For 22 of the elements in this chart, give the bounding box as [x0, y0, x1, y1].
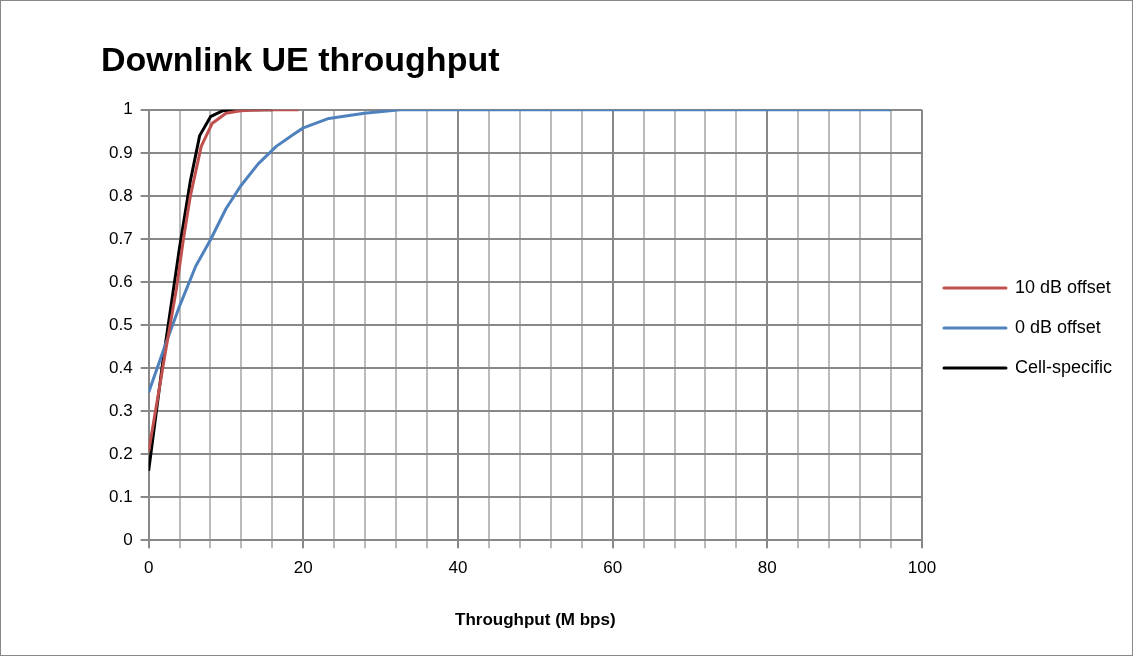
- y-tick-label: 0.2: [108, 443, 133, 463]
- y-tick-label: 0.8: [108, 185, 133, 205]
- y-tick-label: 0.5: [108, 314, 133, 334]
- x-axis-title: Throughput (M bps): [455, 610, 616, 630]
- x-tick-label: 20: [293, 558, 313, 578]
- legend-label: 10 dB offset: [1014, 276, 1111, 297]
- legend-label: Cell-specific: [1014, 356, 1113, 377]
- y-tick-label: 0.7: [108, 228, 133, 248]
- x-tick-label: 60: [603, 558, 623, 578]
- y-tick-label: 0.1: [108, 486, 133, 506]
- x-tick-label: 80: [757, 558, 777, 578]
- y-tick-label: 1: [123, 99, 133, 119]
- x-tick-label: 40: [448, 558, 468, 578]
- chart-title: Downlink UE throughput: [101, 39, 500, 78]
- y-tick-label: 0.4: [108, 357, 133, 377]
- legend-label: 0 dB offset: [1014, 316, 1101, 337]
- y-tick-label: 0: [123, 529, 133, 549]
- y-tick-label: 0.9: [108, 142, 133, 162]
- y-tick-label: 0.3: [108, 400, 133, 420]
- x-tick-label: 100: [907, 558, 937, 578]
- y-tick-label: 0.6: [108, 271, 133, 291]
- x-tick-label: 0: [143, 558, 154, 578]
